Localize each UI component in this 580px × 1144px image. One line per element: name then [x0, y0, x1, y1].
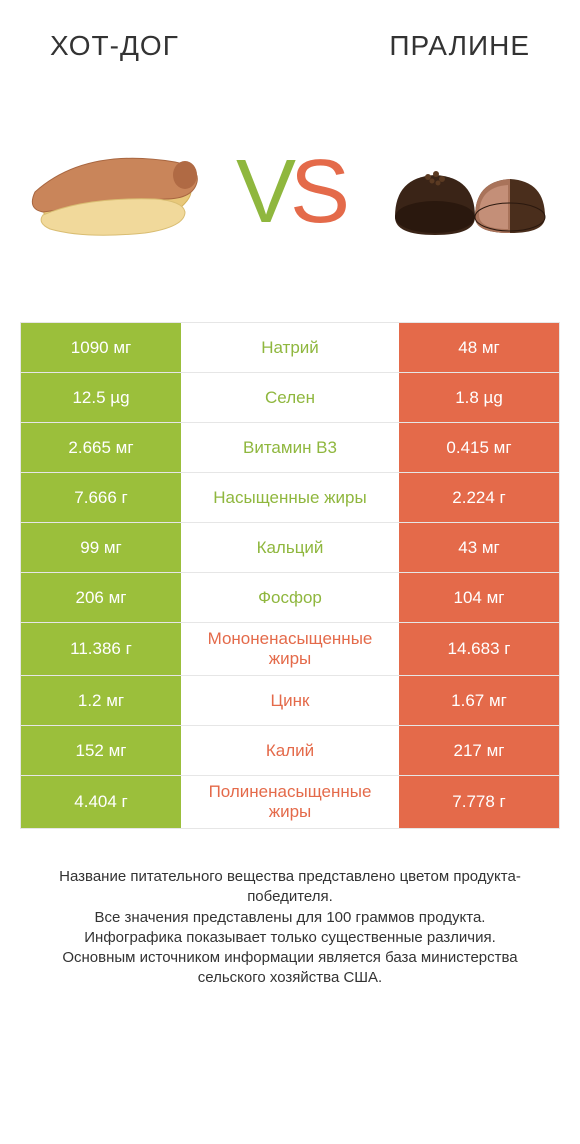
cell-right-value: 217 мг [399, 726, 559, 775]
cell-right-value: 104 мг [399, 573, 559, 622]
cell-nutrient-label: Натрий [181, 323, 399, 372]
footer-line: Все значения представлены для 100 граммо… [30, 908, 550, 928]
cell-nutrient-label: Мононенасыщенные жиры [181, 623, 399, 675]
table-row: 4.404 гПолиненасыщенные жиры7.778 г [21, 776, 559, 828]
cell-right-value: 48 мг [399, 323, 559, 372]
table-row: 2.665 мгВитамин B30.415 мг [21, 423, 559, 473]
cell-nutrient-label: Насыщенные жиры [181, 473, 399, 522]
cell-nutrient-label: Фосфор [181, 573, 399, 622]
hotdog-icon [25, 137, 205, 247]
table-row: 11.386 гМононенасыщенные жиры14.683 г [21, 623, 559, 676]
cell-nutrient-label: Полиненасыщенные жиры [181, 776, 399, 828]
cell-left-value: 4.404 г [21, 776, 181, 828]
footer-line: Название питательного вещества представл… [30, 867, 550, 908]
praline-icon [375, 137, 555, 247]
cell-nutrient-label: Селен [181, 373, 399, 422]
vs-v: V [236, 142, 290, 242]
table-row: 99 мгКальций43 мг [21, 523, 559, 573]
cell-left-value: 99 мг [21, 523, 181, 572]
cell-nutrient-label: Витамин B3 [181, 423, 399, 472]
cell-left-value: 206 мг [21, 573, 181, 622]
nutrient-table: 1090 мгНатрий48 мг12.5 µgСелен1.8 µg2.66… [20, 322, 560, 829]
table-row: 206 мгФосфор104 мг [21, 573, 559, 623]
vs-s: S [290, 142, 344, 242]
cell-left-value: 7.666 г [21, 473, 181, 522]
footer-line: Основным источником информации является … [30, 948, 550, 989]
cell-left-value: 1090 мг [21, 323, 181, 372]
table-row: 1090 мгНатрий48 мг [21, 323, 559, 373]
cell-right-value: 14.683 г [399, 623, 559, 675]
cell-right-value: 43 мг [399, 523, 559, 572]
cell-right-value: 2.224 г [399, 473, 559, 522]
cell-left-value: 1.2 мг [21, 676, 181, 725]
cell-left-value: 2.665 мг [21, 423, 181, 472]
vs-label: VS [236, 141, 344, 244]
hero-row: VS [20, 62, 560, 322]
footer-line: Инфографика показывает только существенн… [30, 928, 550, 948]
table-row: 152 мгКалий217 мг [21, 726, 559, 776]
table-row: 12.5 µgСелен1.8 µg [21, 373, 559, 423]
footer-note: Название питательного вещества представл… [20, 829, 560, 989]
title-right: ПРАЛИНЕ [389, 30, 530, 62]
comparison-infographic: ХОТ-ДОГ ПРАЛИНЕ VS [0, 0, 580, 1009]
cell-left-value: 152 мг [21, 726, 181, 775]
cell-left-value: 12.5 µg [21, 373, 181, 422]
cell-right-value: 0.415 мг [399, 423, 559, 472]
cell-left-value: 11.386 г [21, 623, 181, 675]
cell-nutrient-label: Калий [181, 726, 399, 775]
cell-right-value: 1.8 µg [399, 373, 559, 422]
cell-right-value: 1.67 мг [399, 676, 559, 725]
table-row: 7.666 гНасыщенные жиры2.224 г [21, 473, 559, 523]
cell-right-value: 7.778 г [399, 776, 559, 828]
cell-nutrient-label: Цинк [181, 676, 399, 725]
table-row: 1.2 мгЦинк1.67 мг [21, 676, 559, 726]
title-left: ХОТ-ДОГ [50, 30, 179, 62]
title-row: ХОТ-ДОГ ПРАЛИНЕ [20, 30, 560, 62]
cell-nutrient-label: Кальций [181, 523, 399, 572]
